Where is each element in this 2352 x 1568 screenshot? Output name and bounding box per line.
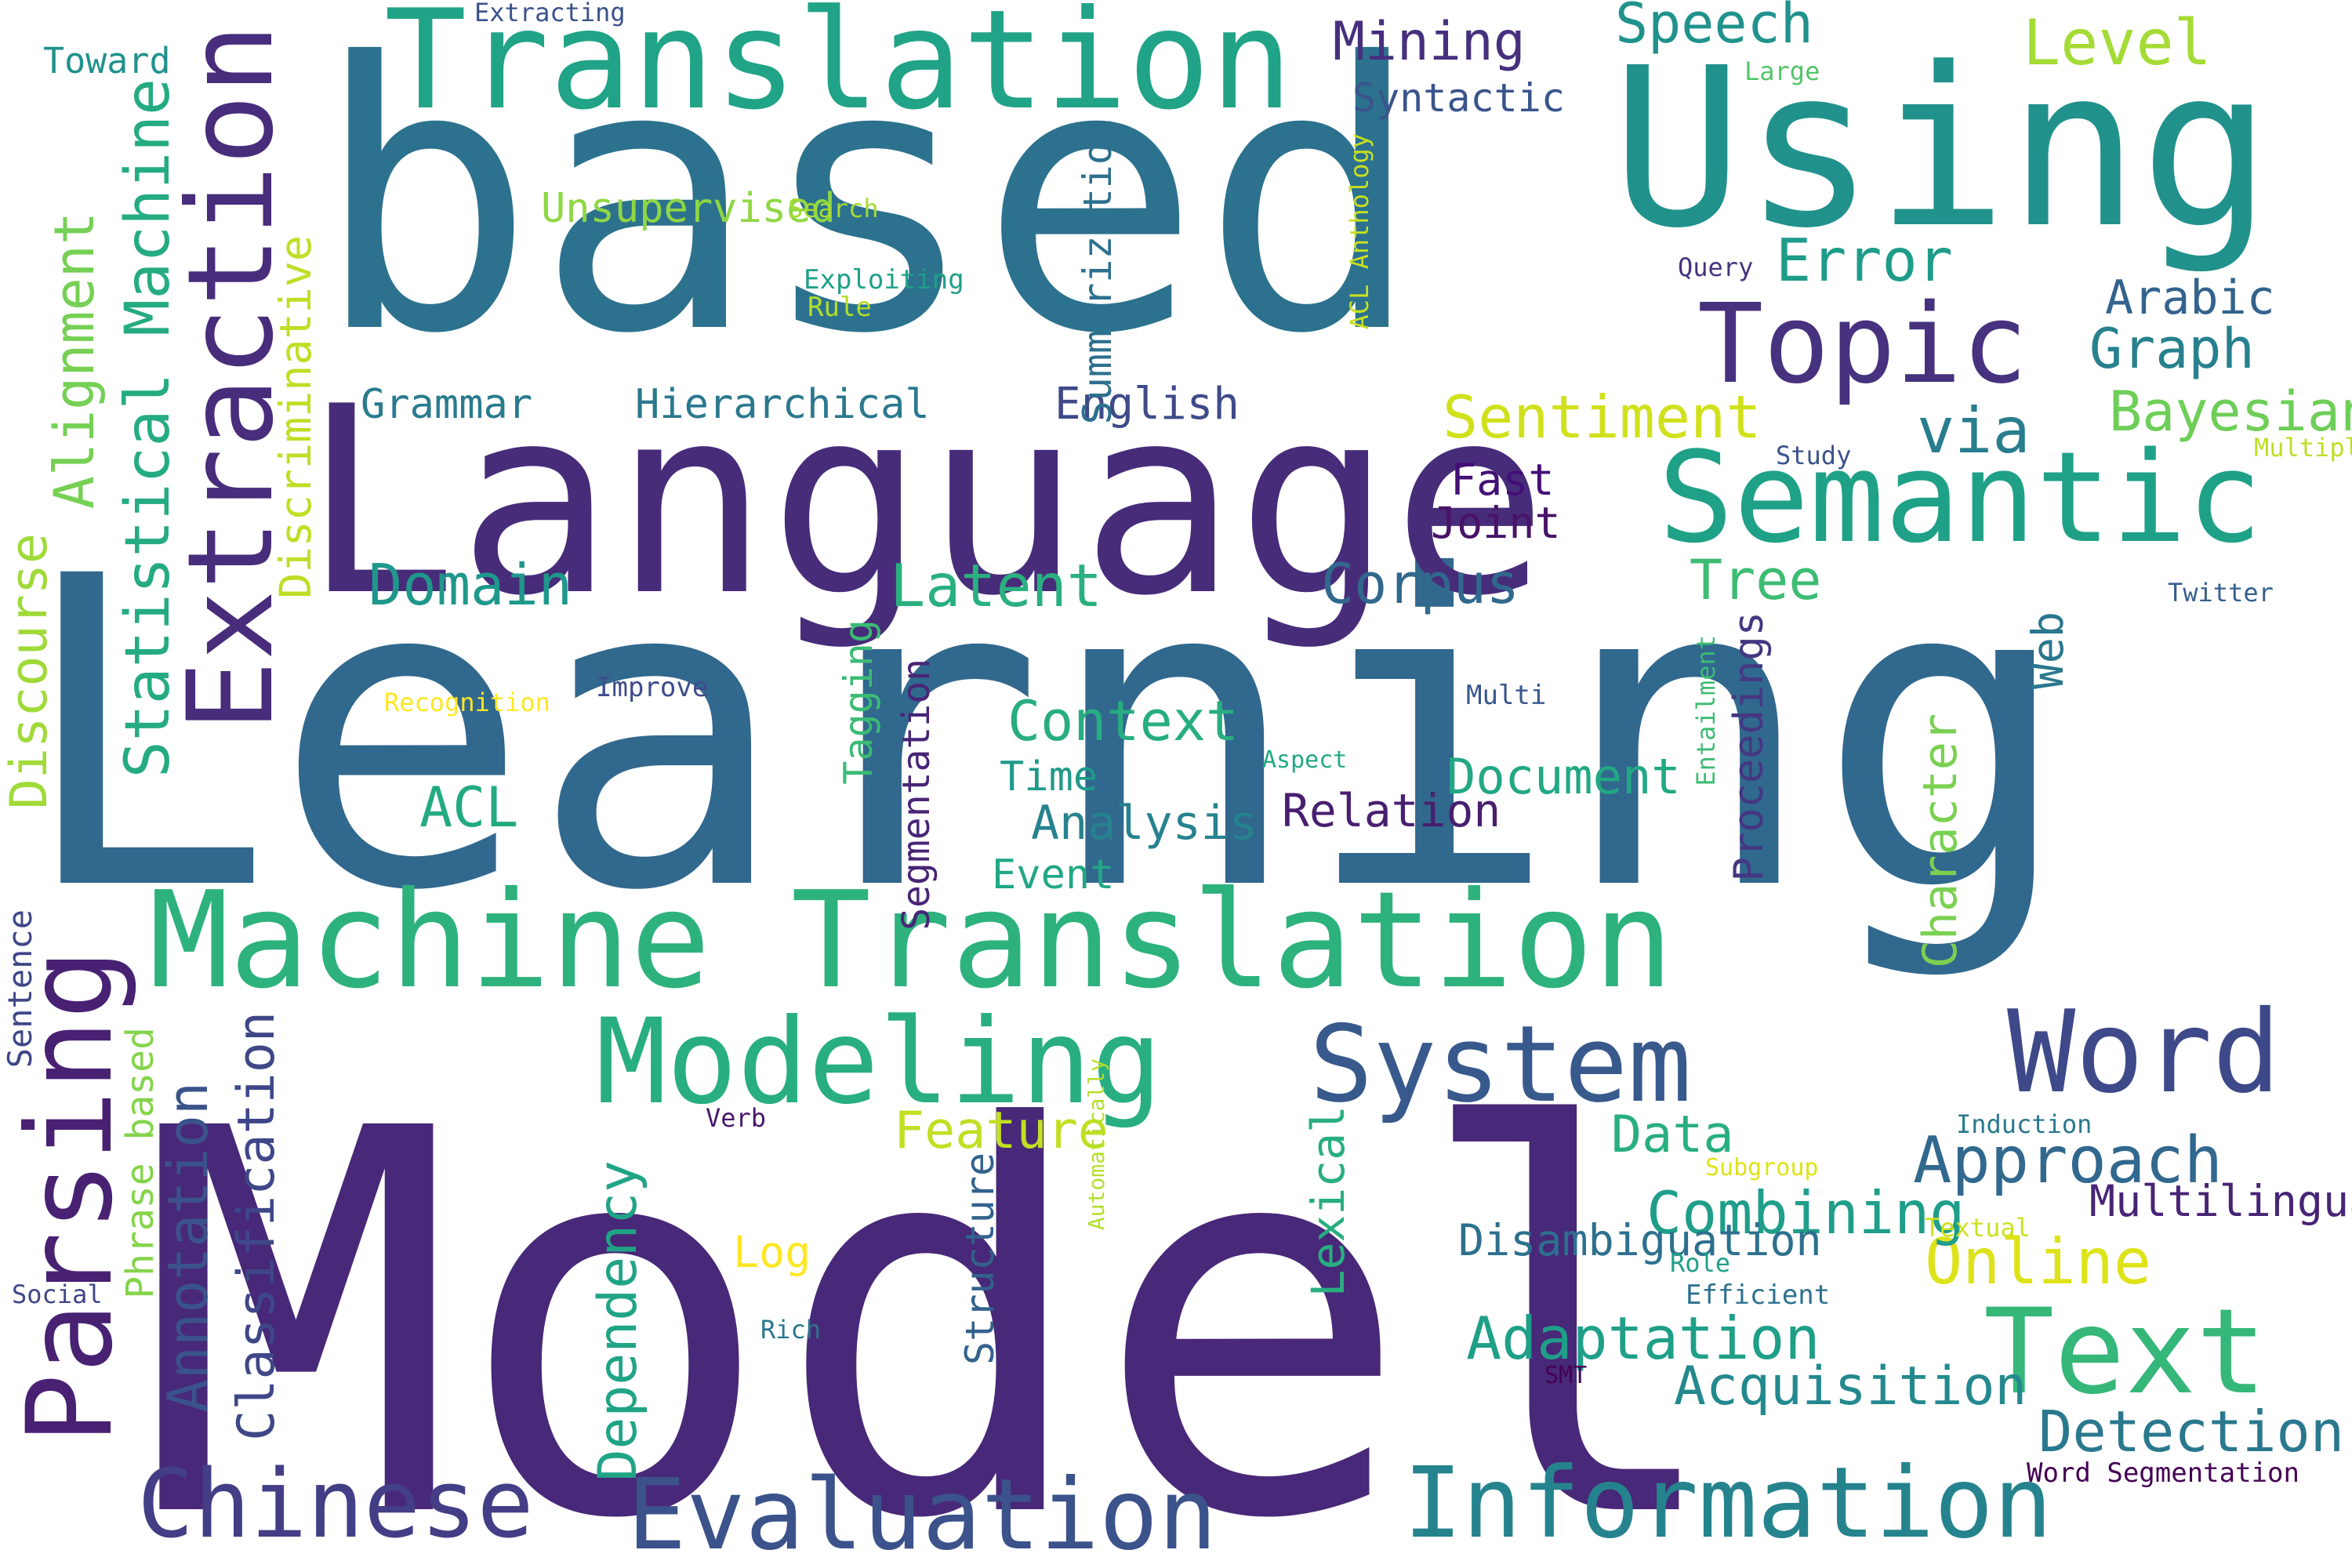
word-textual: Textual bbox=[1925, 1213, 2031, 1243]
word-large: Search bbox=[788, 194, 879, 223]
word-translation-top: Translation bbox=[384, 0, 1293, 140]
word-machine-translation: Machine Translation bbox=[149, 863, 1674, 1018]
word-multilingual: Web bbox=[2023, 612, 2073, 690]
word-segmentation: Structure bbox=[957, 1152, 1003, 1365]
word-smt: SMT bbox=[1544, 1362, 1588, 1389]
word-english: Mining bbox=[1333, 11, 1526, 73]
word-graph: Analysis bbox=[1031, 796, 1258, 851]
word-discriminative: Discriminative bbox=[270, 235, 321, 599]
word-using: Using bbox=[1611, 21, 2272, 277]
word-evaluation: Evaluation bbox=[627, 1458, 1218, 1568]
word-adaptation: Segmentation bbox=[895, 659, 938, 931]
word-word: Word bbox=[2007, 986, 2281, 1119]
word-event: Acquisition bbox=[1674, 1356, 2027, 1417]
word-via: Relation bbox=[1282, 784, 1501, 837]
word-log: Log bbox=[733, 1227, 811, 1277]
word-efficient: Efficient bbox=[1686, 1279, 1831, 1311]
word-web: Toward bbox=[43, 40, 171, 82]
word-disambiguation: Tagging bbox=[836, 619, 881, 785]
word-dependency: Approach bbox=[1913, 1123, 2223, 1198]
word-context: Data bbox=[1611, 1105, 1734, 1164]
word-level: Context bbox=[1007, 689, 1240, 753]
word-search: Exploiting bbox=[804, 264, 964, 296]
word-unsupervised: Classification bbox=[227, 1011, 286, 1441]
word-mining: Fast bbox=[1450, 455, 1555, 505]
word-exploiting: Rule bbox=[808, 292, 872, 323]
word-entailment: Entailment bbox=[1691, 635, 1721, 786]
word-query: Study bbox=[1776, 441, 1852, 470]
word-acquisition: Proceedings bbox=[1726, 612, 1773, 882]
word-subgroup: Subgroup bbox=[1705, 1154, 1819, 1181]
word-modeling: Modeling bbox=[596, 994, 1163, 1131]
word-extracting: Large bbox=[1744, 56, 1820, 86]
word-based: based bbox=[314, 0, 1423, 414]
word-lexical: Domain bbox=[368, 552, 573, 618]
word-domain: Arabic bbox=[2105, 270, 2275, 325]
word-verb: Automatically bbox=[1083, 1058, 1109, 1231]
word-rule: Query bbox=[1678, 252, 1754, 282]
word-detection: Character bbox=[1913, 713, 1968, 969]
word-fast: Document bbox=[1446, 748, 1681, 805]
word-improve: Multi bbox=[1466, 680, 1547, 711]
word-relation: Detection bbox=[2038, 1399, 2345, 1465]
word-information: Information bbox=[1403, 1446, 2053, 1560]
word-character: Sentence bbox=[1, 909, 39, 1069]
word-multiple: Twitter bbox=[2168, 578, 2274, 608]
word-bayesian: Event bbox=[992, 851, 1115, 898]
word-text: Text bbox=[1984, 1284, 2267, 1421]
word-summarization: Phrase based bbox=[118, 1027, 162, 1299]
word-model: Model bbox=[137, 1018, 1730, 1568]
word-latent: Graph bbox=[2089, 317, 2255, 381]
word-document: Multilingual bbox=[2089, 1176, 2352, 1226]
word-feature: Syntactic bbox=[1352, 75, 1565, 121]
word-structure: Online bbox=[1925, 1225, 2151, 1298]
word-sentiment: Speech bbox=[1615, 0, 1813, 56]
word-arabic: Time bbox=[1000, 753, 1098, 800]
word-combining: Summarization bbox=[1075, 118, 1120, 425]
word-grammar: Corpus bbox=[1321, 552, 1519, 616]
word-induction: Induction bbox=[1956, 1109, 2092, 1139]
word-hierarchical: Tree bbox=[1690, 548, 1822, 612]
word-analysis: Adaptation bbox=[1466, 1304, 1820, 1373]
word-aspect: Verb bbox=[706, 1103, 767, 1133]
word-alignment: Alignment bbox=[42, 212, 107, 510]
word-data: Unsupervised bbox=[541, 185, 836, 232]
word-toward: Latent bbox=[890, 551, 1102, 620]
word-phrase-based: English bbox=[1054, 379, 1240, 430]
word-topic: Topic bbox=[1697, 281, 2028, 408]
word-learning: Learning bbox=[16, 486, 2074, 984]
word-annotation: Grammar bbox=[361, 381, 533, 428]
word-tree: via bbox=[1917, 394, 2031, 467]
word-time: Disambiguation bbox=[1458, 1215, 1822, 1265]
word-error: ACL bbox=[419, 775, 519, 840]
word-recognition: Improve bbox=[596, 672, 709, 703]
word-online: Error bbox=[1776, 226, 1953, 295]
word-acl-anthology: ACL Anthology bbox=[1345, 133, 1374, 330]
word-automatically: Extracting bbox=[474, 0, 626, 27]
word-word-segmentation: Word Segmentation bbox=[2027, 1457, 2299, 1489]
word-twitter: Recognition bbox=[384, 688, 550, 717]
word-speech: Joint bbox=[1431, 498, 1561, 548]
word-acl: Combining bbox=[1646, 1178, 1965, 1247]
word-language: Language bbox=[302, 351, 1548, 652]
word-chinese: Chinese bbox=[137, 1450, 534, 1559]
word-role: Role bbox=[1670, 1248, 1731, 1278]
word-syntactic: Annotation bbox=[156, 1082, 220, 1413]
word-tagging: Dependency bbox=[587, 1160, 649, 1482]
word-social: Social bbox=[12, 1279, 103, 1309]
word-statistical-machine: Statistical Machine bbox=[113, 78, 183, 779]
word-rich: Rich bbox=[760, 1315, 822, 1345]
word-discourse: Discourse bbox=[0, 533, 59, 810]
word-semantic: Semantic bbox=[1658, 424, 2263, 571]
word-sentence: Sentiment bbox=[1443, 383, 1762, 452]
word-proceedings: Lexical bbox=[1301, 1105, 1355, 1298]
word-classification: Hierarchical bbox=[635, 381, 930, 428]
word-approach: Level bbox=[2023, 6, 2212, 79]
word-joint: Feature bbox=[894, 1102, 1109, 1160]
word-corpus: Bayesian bbox=[2109, 379, 2352, 444]
word-system: System bbox=[1309, 1003, 1692, 1126]
word-multi: Aspect bbox=[1262, 746, 1348, 774]
word-study: Multiple bbox=[2254, 433, 2352, 463]
